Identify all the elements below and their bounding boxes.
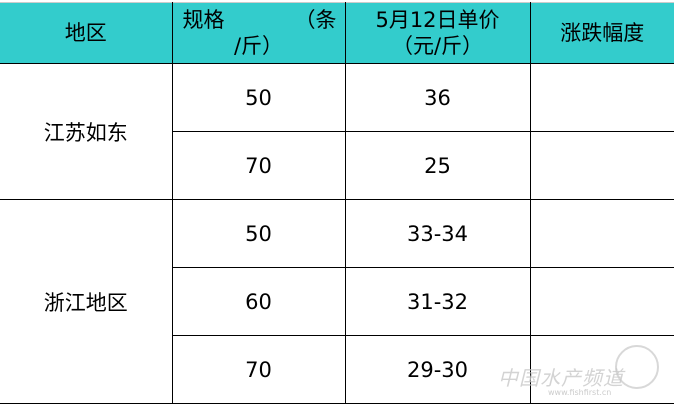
- change-cell: [529, 131, 674, 200]
- spec-cell: 70: [172, 335, 346, 404]
- watermark-text: 中国水产频道: [498, 366, 624, 390]
- price-cell: 29-30: [344, 335, 531, 404]
- watermark-url: www.fishfirst.cn: [548, 388, 612, 397]
- spec-cell: 50: [171, 63, 346, 132]
- spec-cell: 60: [172, 267, 346, 336]
- table-row: 70 25: [0, 131, 674, 200]
- table-row: 70 29-30: [0, 335, 674, 404]
- price-cell: 25: [344, 131, 531, 200]
- header-spec: （条 规格 /斤）: [171, 2, 346, 64]
- header-row: 地区 （条 规格 /斤） 5月12日单价 （元/斤） 涨跌幅度: [0, 2, 674, 64]
- region-cell: 江苏如东: [0, 63, 173, 200]
- price-cell: 31-32: [344, 267, 531, 336]
- price-cell: 33-34: [344, 199, 531, 268]
- table-row: 60 31-32: [0, 267, 674, 336]
- change-cell: [529, 199, 674, 268]
- spec-cell: 50: [171, 199, 346, 268]
- globe-logo-icon: [615, 345, 659, 389]
- header-price: 5月12日单价 （元/斤）: [344, 2, 531, 64]
- header-change: 涨跌幅度: [529, 2, 674, 64]
- header-region: 地区: [0, 2, 173, 64]
- price-cell: 36: [344, 63, 531, 132]
- table-row: 浙江地区 50 33-34: [0, 199, 674, 404]
- table-row: 江苏如东 50 36: [0, 63, 674, 200]
- spec-cell: 70: [172, 131, 346, 200]
- change-cell: [529, 267, 674, 336]
- change-cell: [529, 63, 674, 132]
- region-cell: 浙江地区: [0, 199, 173, 404]
